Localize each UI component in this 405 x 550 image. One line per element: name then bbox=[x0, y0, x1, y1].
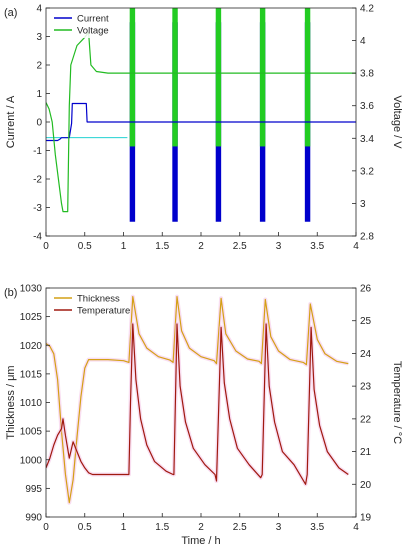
y2-tick-label: 23 bbox=[360, 382, 372, 393]
x-tick-label: 1.5 bbox=[155, 241, 169, 252]
plot-area bbox=[46, 294, 350, 505]
y-tick-label: 990 bbox=[25, 513, 42, 524]
x-tick-label: 2 bbox=[198, 522, 204, 533]
y-axis-right: 2.8 3 3.2 3.4 3.6 3.8 4 4.2 bbox=[352, 4, 374, 243]
y-tick-label: 1010 bbox=[20, 398, 43, 409]
legend-label: Current bbox=[77, 14, 109, 25]
legend-box bbox=[52, 291, 126, 318]
x-tick-label: 2 bbox=[198, 241, 204, 252]
panel-label: (a) bbox=[4, 7, 17, 19]
legend-label: Voltage bbox=[77, 26, 109, 37]
x-tick-label: 4 bbox=[353, 522, 359, 533]
y-tick-label: -1 bbox=[33, 146, 42, 157]
y-tick-label: 1025 bbox=[20, 312, 43, 323]
series-halo-thickness bbox=[46, 294, 349, 505]
y2-tick-label: 4.2 bbox=[360, 4, 374, 15]
x-axis: 0 0.5 1 1.5 2 2.5 3 3.5 4 bbox=[43, 513, 359, 533]
y2-tick-label: 2.8 bbox=[360, 232, 374, 243]
pulse-voltage-4 bbox=[259, 8, 266, 147]
pulse-voltage-3 bbox=[215, 8, 222, 147]
x-axis-label: Time / h bbox=[181, 535, 220, 547]
x-axis: 0 0.5 1 1.5 2 2.5 3 3.5 4 bbox=[43, 232, 359, 252]
y-tick-label: 1015 bbox=[20, 369, 43, 380]
plot-area bbox=[46, 8, 356, 222]
x-tick-label: 0.5 bbox=[78, 522, 92, 533]
y-tick-label: 4 bbox=[36, 4, 42, 15]
y-tick-label: 0 bbox=[36, 118, 42, 129]
x-tick-label: 3 bbox=[276, 241, 282, 252]
x-tick-label: 3 bbox=[276, 522, 282, 533]
series-halo-temperature bbox=[46, 322, 350, 487]
y2-tick-label: 26 bbox=[360, 284, 372, 295]
y2-tick-label: 3.6 bbox=[360, 101, 374, 112]
x-tick-label: 0.5 bbox=[78, 241, 92, 252]
y2-tick-label: 21 bbox=[360, 447, 372, 458]
y-axis-right: 19 20 21 22 23 24 25 26 bbox=[352, 284, 372, 524]
x-tick-label: 2.5 bbox=[233, 522, 247, 533]
panel-label: (b) bbox=[4, 287, 17, 299]
y2-tick-label: 3 bbox=[360, 199, 366, 210]
y-axis-label: Thickness / μm bbox=[5, 365, 17, 439]
chart-panel-b: 0 0.5 1 1.5 2 2.5 3 3.5 4 990 995 1000 1005 1010 1015 1… bbox=[4, 284, 403, 548]
y2-tick-label: 25 bbox=[360, 316, 372, 327]
x-tick-label: 4 bbox=[353, 241, 359, 252]
x-tick-label: 2.5 bbox=[233, 241, 247, 252]
x-tick-label: 3.5 bbox=[310, 522, 324, 533]
y-axis-left: 990 995 1000 1005 1010 1015 1020 1025 1030 bbox=[20, 284, 50, 524]
y2-tick-label: 24 bbox=[360, 349, 372, 360]
pulse-voltage-5 bbox=[304, 8, 311, 147]
y2-tick-label: 20 bbox=[360, 480, 372, 491]
legend-box bbox=[52, 11, 126, 38]
y-tick-label: 1030 bbox=[20, 284, 43, 295]
x-tick-label: 1.5 bbox=[155, 522, 169, 533]
y-axis-left: -4 -3 -2 -1 0 1 2 3 4 bbox=[33, 4, 50, 243]
y2-tick-label: 3.4 bbox=[360, 134, 374, 145]
x-tick-label: 0 bbox=[43, 522, 49, 533]
x-tick-label: 3.5 bbox=[310, 241, 324, 252]
y-tick-label: 995 bbox=[25, 484, 42, 495]
y2-tick-label: 3.8 bbox=[360, 69, 374, 80]
pulse-voltage-1 bbox=[129, 8, 136, 147]
pulse-voltage-2 bbox=[172, 8, 178, 147]
y-tick-label: 2 bbox=[36, 61, 42, 72]
legend-label: Temperature bbox=[77, 306, 130, 317]
y-axis-label: Current / A bbox=[5, 95, 17, 148]
chart-panel-a: 0 0.5 1 1.5 2 2.5 3 3.5 4-4-3-2-1012342.833.23.4… bbox=[4, 4, 403, 253]
x-tick-label: 1 bbox=[121, 522, 127, 533]
y2-tick-label: 3.2 bbox=[360, 166, 374, 177]
y-tick-label: -2 bbox=[33, 175, 42, 186]
y-tick-label: 3 bbox=[36, 32, 42, 43]
y2-tick-label: 4 bbox=[360, 36, 366, 47]
x-tick-label: 1 bbox=[121, 241, 127, 252]
x-tick-label: 0 bbox=[43, 241, 49, 252]
y-tick-label: 1000 bbox=[20, 455, 43, 466]
y-tick-label: -4 bbox=[33, 232, 42, 243]
y2-tick-label: 19 bbox=[360, 513, 372, 524]
y-tick-label: 1005 bbox=[20, 427, 43, 438]
y-tick-label: 1020 bbox=[20, 341, 43, 352]
series-line-voltage bbox=[46, 31, 356, 213]
series-line-temperature bbox=[46, 323, 349, 485]
y2-tick-label: 22 bbox=[360, 414, 372, 425]
series-line-thickness bbox=[46, 296, 349, 504]
y2-axis-label: Temperature / °C bbox=[391, 361, 403, 444]
legend-label: Thickness bbox=[77, 294, 120, 305]
y2-axis-label: Voltage / V bbox=[391, 95, 403, 149]
y-tick-label: 1 bbox=[36, 89, 42, 100]
y-tick-label: -3 bbox=[33, 203, 42, 214]
